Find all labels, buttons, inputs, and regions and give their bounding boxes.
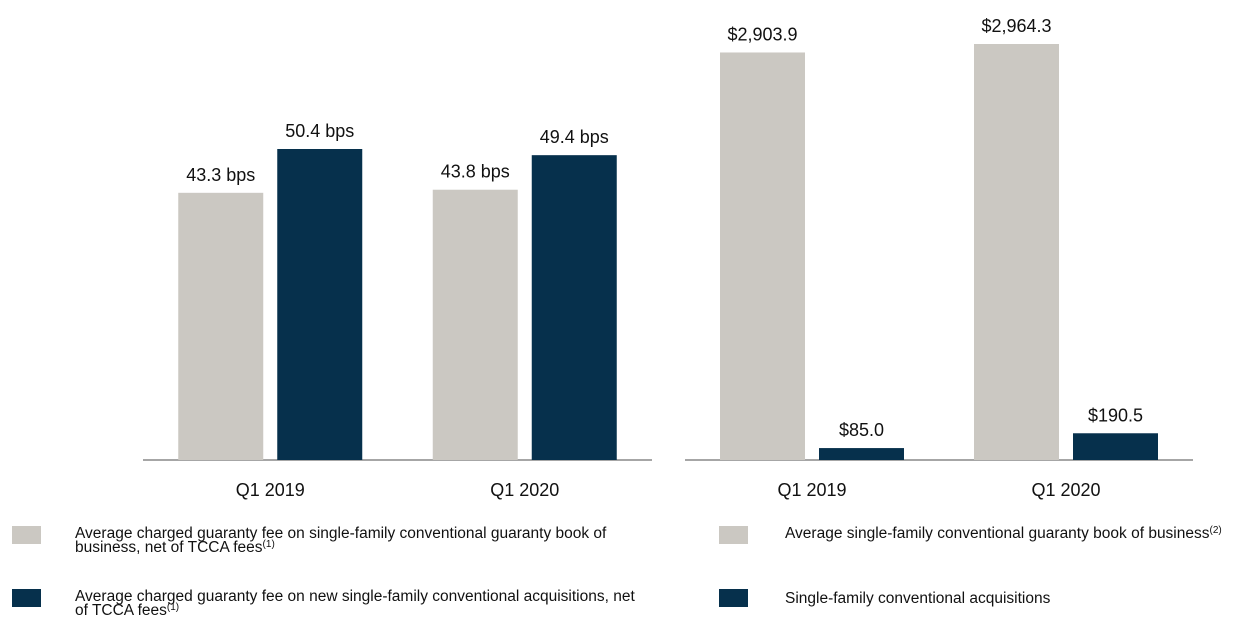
bar [277,149,363,460]
bar [432,189,518,460]
x-tick-label: Q1 2019 [236,480,305,500]
bar [819,448,904,460]
legend-label: Single-family conventional acquisitions [785,590,1051,607]
legend-swatch [719,589,748,607]
x-tick-label: Q1 2019 [777,480,846,500]
value-label: $85.0 [839,420,884,440]
value-label: 43.3 bps [186,165,255,185]
bar [531,155,617,460]
value-label: 43.8 bps [441,162,510,182]
legend-label: Average charged guaranty fee on new sing… [75,588,635,619]
legend-swatch [12,526,41,544]
legend-text: Average charged guaranty fee on single-f… [75,525,635,556]
legend-swatch [719,526,748,544]
legend-label: Average charged guaranty fee on single-f… [75,525,607,556]
value-label: $190.5 [1088,405,1143,425]
legend-text: Single-family conventional acquisitions [785,590,1233,607]
value-label: 50.4 bps [285,121,354,141]
footnote-ref: (1) [166,602,180,613]
footnote-ref: (1) [262,539,275,550]
value-label: 49.4 bps [540,127,609,147]
value-label: $2,964.3 [981,16,1051,36]
x-tick-label: Q1 2020 [490,480,559,500]
legend-swatch [12,589,41,607]
x-tick-label: Q1 2020 [1031,480,1100,500]
legend-text: Average single-family conventional guara… [785,525,1233,542]
legend-text: Average charged guaranty fee on new sing… [75,588,635,619]
bar [178,192,264,460]
value-label: $2,903.9 [727,24,797,44]
bar [1073,433,1158,460]
footnote-ref: (2) [1209,525,1222,536]
bar [974,44,1059,460]
bar [720,52,805,461]
legend-label: Average single-family conventional guara… [785,525,1210,542]
